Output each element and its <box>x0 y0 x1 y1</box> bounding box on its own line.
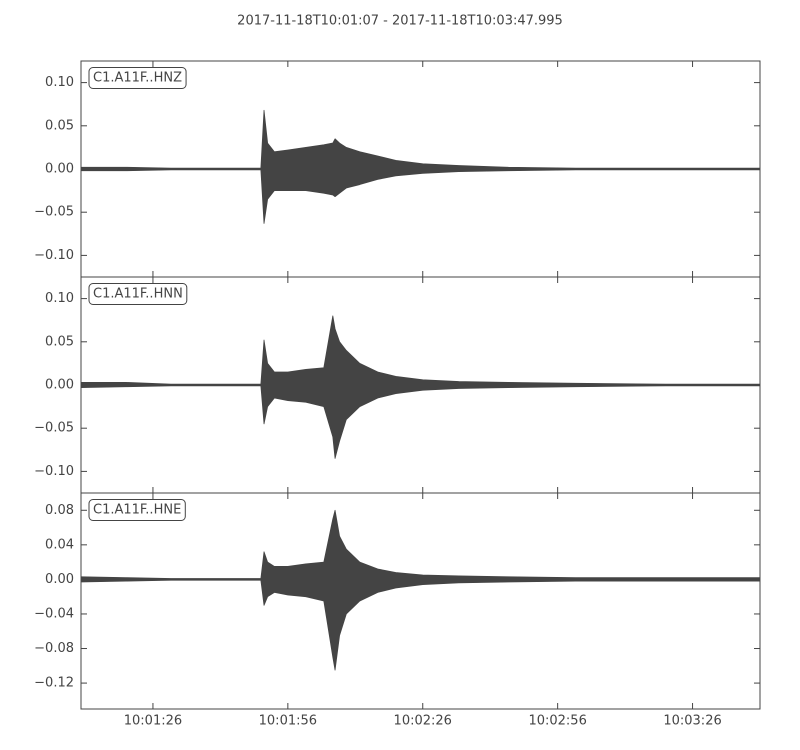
trace-label: C1.A11F..HNN <box>93 287 183 302</box>
y-tick-label: 0.00 <box>45 378 74 393</box>
y-tick-label: −0.05 <box>34 205 74 220</box>
x-tick-label: 10:01:56 <box>259 714 317 729</box>
x-tick-label: 10:01:26 <box>124 714 182 729</box>
y-tick-label: 0.10 <box>45 291 74 306</box>
x-tick-label: 10:03:26 <box>663 714 721 729</box>
y-tick-label: 0.05 <box>45 118 74 133</box>
chart-title: 2017-11-18T10:01:07 - 2017-11-18T10:03:4… <box>237 14 563 29</box>
y-tick-label: 0.00 <box>45 162 74 177</box>
x-tick-label: 10:02:26 <box>394 714 452 729</box>
y-tick-label: 0.05 <box>45 334 74 349</box>
y-tick-label: 0.00 <box>45 572 74 587</box>
y-tick-label: −0.10 <box>34 248 74 263</box>
y-tick-label: −0.04 <box>34 606 74 621</box>
y-tick-label: 0.04 <box>45 537 74 552</box>
label-box <box>88 283 188 305</box>
label-box <box>88 499 186 521</box>
y-tick-label: 0.08 <box>45 503 74 518</box>
trace-lower <box>80 384 761 459</box>
y-tick-label: 0.10 <box>45 75 74 90</box>
y-tick-label: −0.10 <box>34 464 74 479</box>
label-box <box>88 67 187 89</box>
trace-lower <box>80 579 761 671</box>
trace-upper <box>80 109 761 170</box>
y-tick-label: −0.05 <box>34 421 74 436</box>
trace-upper <box>80 509 761 580</box>
panel-frame <box>80 492 761 710</box>
y-tick-label: −0.08 <box>34 641 74 656</box>
y-tick-label: −0.12 <box>34 676 74 691</box>
trace-label: C1.A11F..HNZ <box>93 71 182 86</box>
trace-lower <box>80 168 761 224</box>
trace-label: C1.A11F..HNE <box>93 503 181 518</box>
trace-upper <box>80 315 761 386</box>
x-tick-label: 10:02:56 <box>528 714 586 729</box>
